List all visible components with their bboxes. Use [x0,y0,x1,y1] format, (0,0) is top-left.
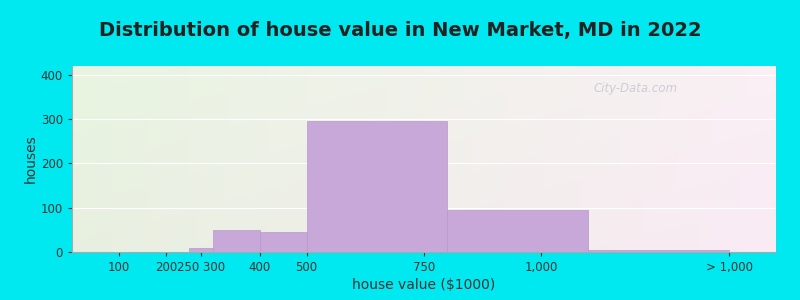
X-axis label: house value ($1000): house value ($1000) [352,278,496,292]
Text: Distribution of house value in New Market, MD in 2022: Distribution of house value in New Marke… [98,21,702,40]
Text: City-Data.com: City-Data.com [593,82,678,95]
Bar [306,122,447,252]
Bar [190,248,213,252]
Bar [260,232,306,252]
Bar [447,210,588,252]
Y-axis label: houses: houses [24,135,38,183]
Bar [588,250,729,252]
Bar [213,230,260,252]
